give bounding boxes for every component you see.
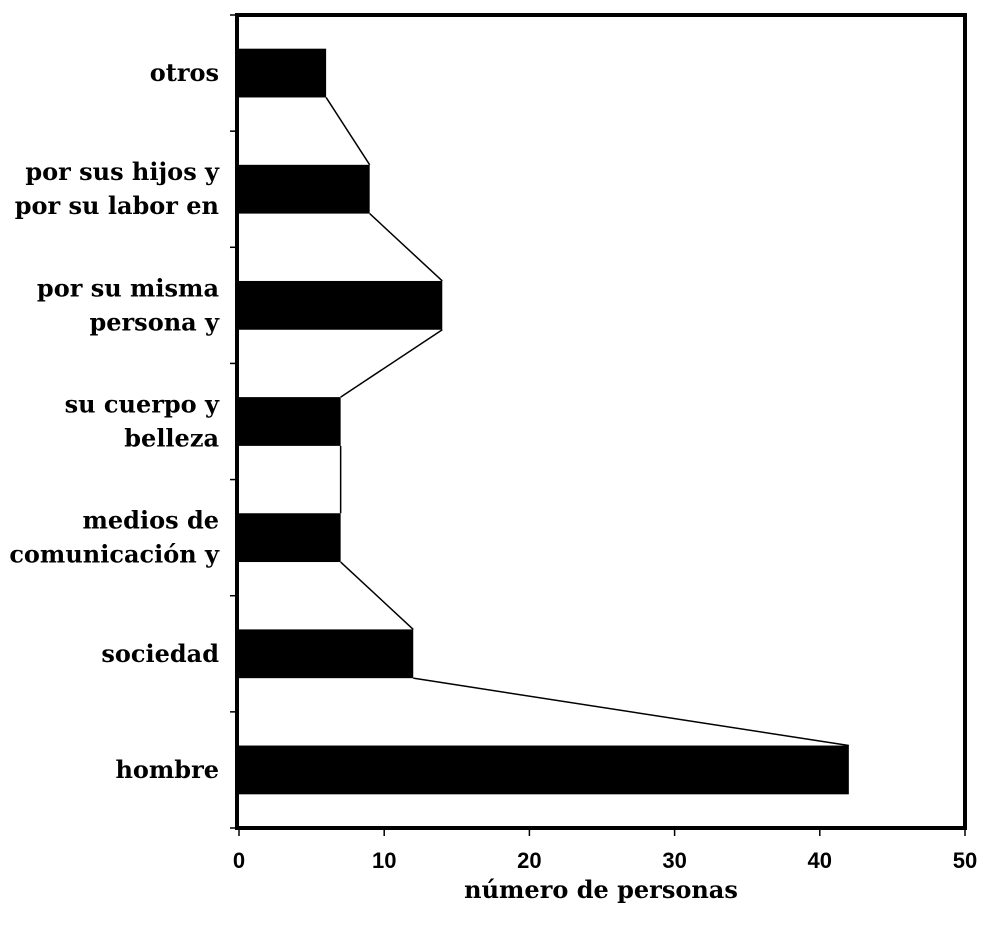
x-tick-label: 50 bbox=[953, 848, 977, 873]
connector-line bbox=[369, 213, 443, 282]
category-label: comunicación y bbox=[9, 540, 220, 569]
x-tick-label: 30 bbox=[662, 848, 686, 873]
x-tick-label: 20 bbox=[517, 848, 541, 873]
connector-line bbox=[413, 677, 849, 747]
x-tick-label: 0 bbox=[233, 848, 245, 873]
bars bbox=[239, 48, 849, 795]
bar bbox=[239, 397, 341, 446]
category-label: persona y bbox=[89, 307, 220, 336]
category-label: belleza bbox=[124, 424, 219, 453]
x-tick-labels: 0 10 20 30 40 50 bbox=[233, 848, 977, 873]
category-label: otros bbox=[150, 58, 219, 87]
connector-line bbox=[325, 97, 371, 166]
category-label: hombre bbox=[115, 755, 219, 784]
plot-frame bbox=[235, 13, 967, 830]
category-label: por su misma bbox=[37, 273, 219, 302]
category-label: su cuerpo y bbox=[65, 390, 220, 419]
connector-lines bbox=[325, 97, 849, 747]
bar bbox=[239, 629, 414, 679]
bar bbox=[239, 48, 327, 98]
category-label: medios de bbox=[83, 506, 220, 535]
category-label: por su labor en bbox=[15, 191, 219, 220]
category-label: sociedad bbox=[101, 639, 219, 668]
x-tick-label: 40 bbox=[808, 848, 832, 873]
x-tick-label: 10 bbox=[372, 848, 396, 873]
bar bbox=[239, 513, 341, 563]
category-label: por sus hijos y bbox=[25, 157, 220, 186]
connector-line bbox=[340, 329, 443, 398]
x-axis-title: número de personas bbox=[464, 875, 738, 904]
bar bbox=[239, 745, 849, 795]
connector-line bbox=[340, 561, 414, 630]
bar bbox=[239, 280, 443, 330]
bar bbox=[239, 164, 370, 214]
category-labels: hombre sociedad medios de comunicación y su … bbox=[9, 58, 220, 784]
axis-ticks bbox=[230, 14, 966, 836]
